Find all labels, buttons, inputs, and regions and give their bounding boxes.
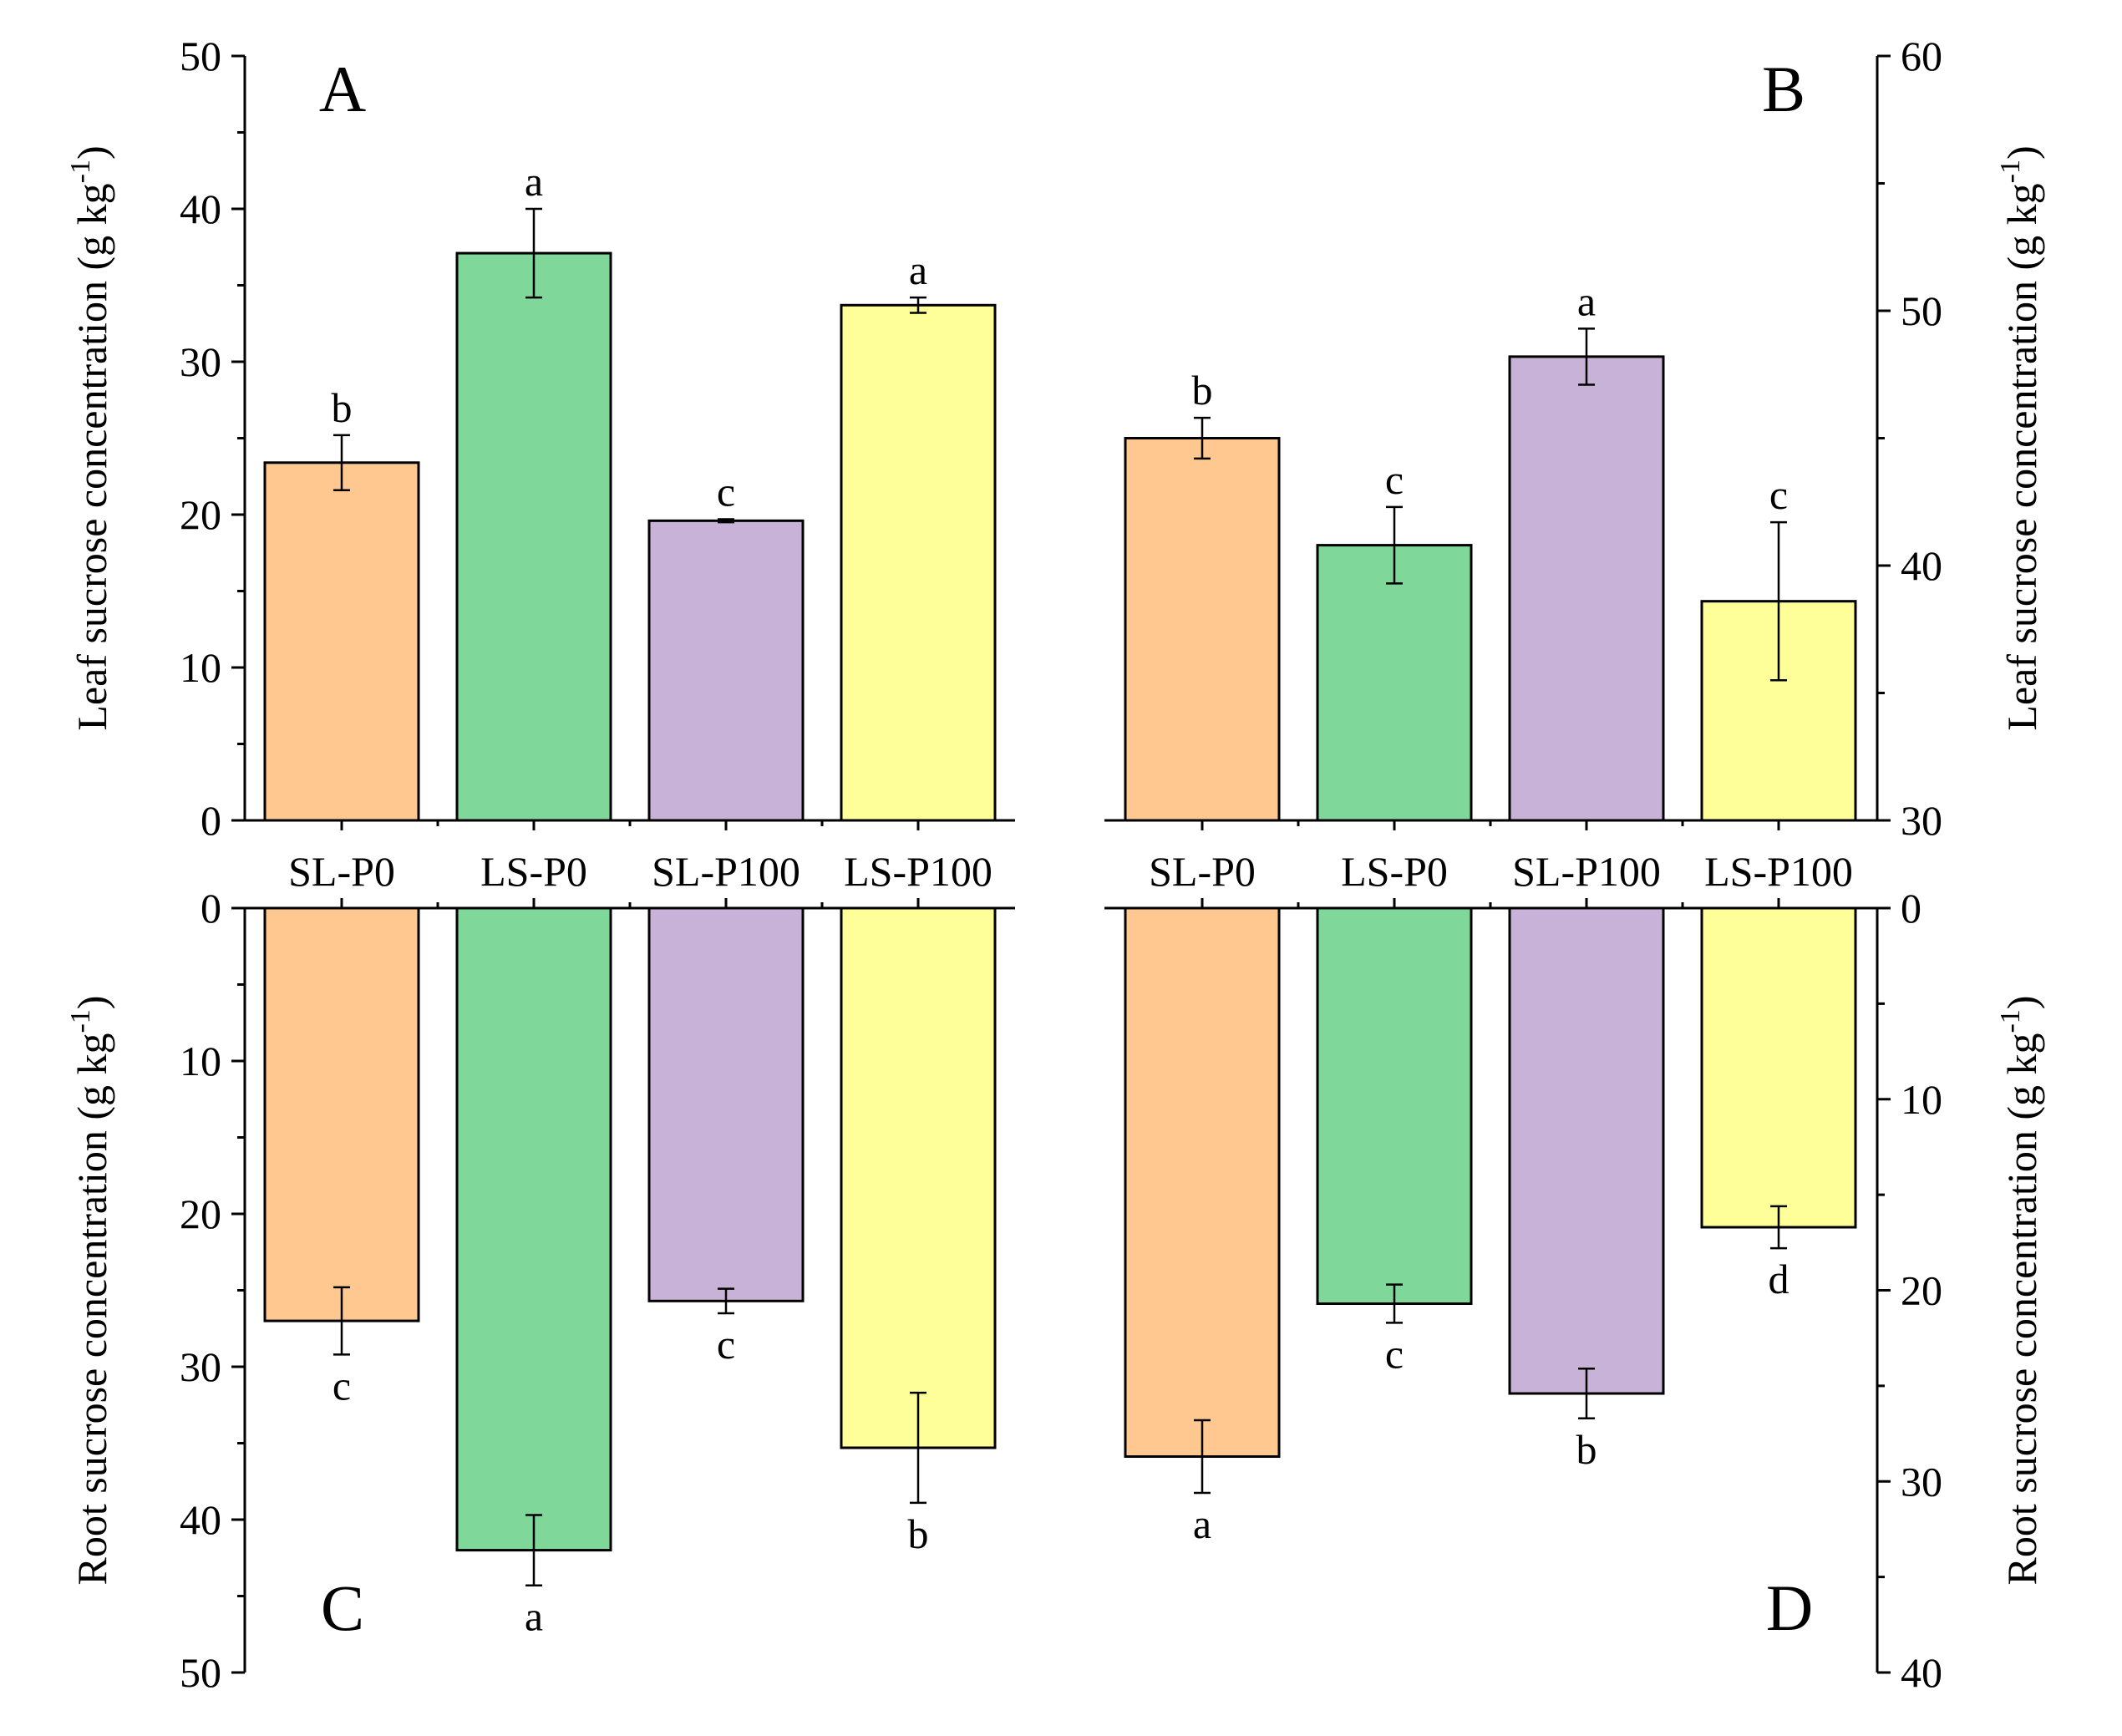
y-tick-label-C-3: 30 bbox=[180, 1343, 221, 1390]
bar-D-4 bbox=[1700, 906, 1857, 1229]
y-tick-label-A-5: 50 bbox=[180, 33, 221, 79]
sig-letter-C-2: a bbox=[525, 1593, 543, 1640]
error-bar-A-1 bbox=[333, 434, 350, 491]
x-tick-label-B-2: LS-P0 bbox=[1341, 848, 1448, 895]
sig-letter-D-2: c bbox=[1385, 1330, 1404, 1377]
y-axis-title-text: Leaf sucrose concentration (g kg bbox=[1998, 183, 2045, 730]
y-axis-title-superscript: -1 bbox=[65, 1009, 96, 1033]
y-tick-label-B-2: 50 bbox=[1901, 287, 1942, 334]
y-tick-label-B-1: 40 bbox=[1901, 542, 1942, 589]
x-tick-label-B-1: SL-P0 bbox=[1149, 848, 1256, 895]
y-axis-title-superscript: -1 bbox=[1995, 160, 2026, 183]
y-axis-title-D: Root sucrose concentration (g kg-1) bbox=[1995, 996, 2045, 1586]
sig-letter-B-4: c bbox=[1769, 471, 1788, 518]
x-tick-label-A-1: SL-P0 bbox=[288, 848, 395, 895]
x-tick-label-A-2: LS-P0 bbox=[480, 848, 587, 895]
error-bar-D-3 bbox=[1578, 1368, 1595, 1420]
bar-C-4 bbox=[840, 906, 997, 1449]
y-axis-title-C: Root sucrose concentration (g kg-1) bbox=[65, 996, 115, 1586]
error-bar-A-3 bbox=[718, 518, 734, 524]
y-tick-label-C-1: 10 bbox=[180, 1038, 221, 1084]
y-tick-label-A-2: 20 bbox=[180, 491, 221, 538]
y-axis-title-A: Leaf sucrose concentration (g kg-1) bbox=[65, 145, 115, 730]
y-tick-label-B-0: 30 bbox=[1901, 797, 1942, 844]
y-axis-title-close: ) bbox=[69, 145, 115, 160]
sig-letter-B-2: c bbox=[1385, 456, 1404, 503]
text-layer: b a c a SL-P0 LS-P0 SL-P100 LS-P100 0 10 20 30 40 50 L… bbox=[65, 33, 2045, 1696]
y-tick-label-A-3: 30 bbox=[180, 338, 221, 385]
sig-letter-A-4: a bbox=[909, 246, 927, 293]
panel-label-C: C bbox=[321, 1571, 364, 1644]
error-bar-B-4 bbox=[1770, 520, 1787, 682]
bar-A-1 bbox=[263, 461, 420, 822]
y-tick-label-D-4: 40 bbox=[1901, 1649, 1942, 1696]
error-bar-D-1 bbox=[1194, 1419, 1211, 1495]
sig-letter-C-3: c bbox=[717, 1321, 735, 1368]
panel-label-D: D bbox=[1766, 1571, 1813, 1644]
y-axis-title-close: ) bbox=[1998, 996, 2045, 1010]
y-axis-title-superscript: -1 bbox=[65, 160, 96, 183]
sig-letter-B-3: a bbox=[1577, 277, 1596, 324]
bar-D-1 bbox=[1124, 906, 1281, 1459]
sig-letter-A-2: a bbox=[525, 158, 543, 205]
error-bar-B-3 bbox=[1578, 327, 1595, 386]
bars-layer bbox=[263, 207, 1857, 1586]
error-bar-C-2 bbox=[525, 1514, 542, 1586]
sig-letter-D-3: b bbox=[1576, 1426, 1597, 1473]
sig-letter-D-1: a bbox=[1193, 1500, 1211, 1547]
y-tick-label-A-1: 10 bbox=[180, 644, 221, 691]
sig-letter-B-1: b bbox=[1192, 367, 1213, 414]
error-bar-A-4 bbox=[910, 296, 926, 314]
bar-D-2 bbox=[1316, 906, 1473, 1306]
error-bar-D-4 bbox=[1770, 1205, 1787, 1250]
y-tick-label-D-1: 10 bbox=[1901, 1076, 1942, 1123]
sig-letter-D-4: d bbox=[1769, 1256, 1789, 1302]
sig-letter-A-1: b bbox=[332, 384, 353, 431]
y-axis-title-close: ) bbox=[1998, 145, 2045, 160]
y-axis-title-B: Leaf sucrose concentration (g kg-1) bbox=[1995, 145, 2045, 730]
sig-letter-A-3: c bbox=[717, 468, 735, 515]
y-tick-label-C-4: 40 bbox=[180, 1496, 221, 1543]
y-tick-label-C-2: 20 bbox=[180, 1190, 221, 1237]
bar-C-1 bbox=[263, 906, 420, 1322]
bar-D-3 bbox=[1508, 906, 1665, 1395]
y-axis-title-close: ) bbox=[69, 996, 115, 1010]
panel-label-A: A bbox=[319, 53, 366, 125]
error-bar-B-1 bbox=[1194, 416, 1211, 460]
bar-A-3 bbox=[647, 519, 805, 822]
y-tick-label-A-0: 0 bbox=[201, 797, 221, 844]
y-tick-label-A-4: 40 bbox=[180, 185, 221, 232]
bar-C-2 bbox=[455, 906, 612, 1552]
bar-B-1 bbox=[1124, 437, 1281, 822]
y-tick-label-C-5: 50 bbox=[180, 1649, 221, 1696]
bar-A-4 bbox=[840, 303, 997, 822]
y-tick-label-C-0: 0 bbox=[201, 885, 221, 931]
bar-B-2 bbox=[1316, 544, 1473, 822]
y-axis-title-superscript: -1 bbox=[1995, 1009, 2026, 1033]
y-axis-title-text: Root sucrose concentration (g kg bbox=[69, 1033, 115, 1586]
y-tick-label-D-3: 30 bbox=[1901, 1458, 1942, 1505]
y-tick-label-D-2: 20 bbox=[1901, 1267, 1942, 1314]
bar-C-3 bbox=[647, 906, 805, 1302]
panel-label-B: B bbox=[1762, 53, 1805, 125]
sig-letter-C-4: b bbox=[908, 1510, 929, 1557]
sig-letter-C-1: c bbox=[333, 1362, 351, 1409]
error-bar-C-1 bbox=[333, 1286, 350, 1356]
x-tick-label-B-4: LS-P100 bbox=[1704, 848, 1853, 895]
error-bar-C-4 bbox=[910, 1391, 926, 1505]
x-tick-label-A-3: SL-P100 bbox=[652, 848, 800, 895]
y-axis-title-text: Root sucrose concentration (g kg bbox=[1998, 1033, 2045, 1586]
bar-B-3 bbox=[1508, 355, 1665, 822]
error-bar-C-3 bbox=[718, 1287, 734, 1315]
bar-A-2 bbox=[455, 251, 612, 822]
x-tick-label-B-3: SL-P100 bbox=[1512, 848, 1661, 895]
error-bar-B-2 bbox=[1386, 505, 1403, 585]
error-bar-D-2 bbox=[1386, 1283, 1403, 1324]
y-tick-label-D-0: 0 bbox=[1901, 885, 1921, 931]
y-axis-title-text: Leaf sucrose concentration (g kg bbox=[69, 183, 115, 730]
x-tick-label-A-4: LS-P100 bbox=[844, 848, 992, 895]
y-tick-label-B-3: 60 bbox=[1901, 33, 1942, 79]
error-bar-A-2 bbox=[525, 207, 542, 299]
